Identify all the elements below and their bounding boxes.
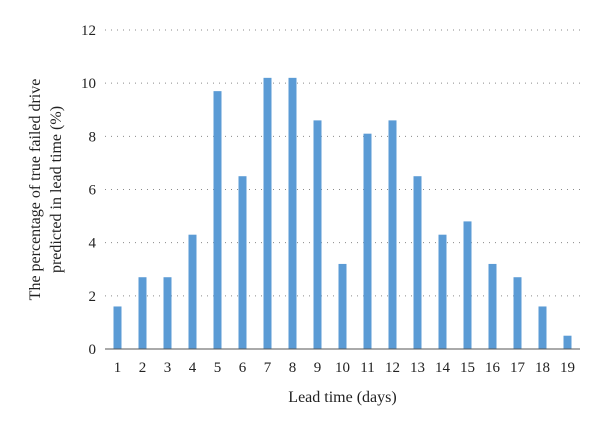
bar [363,133,372,349]
gridlines [105,29,580,297]
x-tick-label: 13 [410,360,425,376]
x-tick-label: 5 [214,360,222,376]
bar [388,120,397,349]
y-tick-label: 6 [89,183,97,199]
y-tick-labels: 0 2 4 6 8 10 12 [81,23,97,358]
bar [163,277,172,349]
bar [338,263,347,349]
x-tick-label: 4 [189,360,197,376]
x-tick-label: 15 [460,360,475,376]
y-axis-title: The percentage of true failed drive pred… [27,79,65,301]
x-tick-label: 3 [164,360,172,376]
y-axis-title-line-2: predicted in lead time (%) [48,106,65,273]
y-tick-label: 10 [81,76,96,92]
bar [113,306,122,349]
y-axis-title-line-1: The percentage of true failed drive [27,79,44,301]
x-tick-label: 7 [264,360,272,376]
bar [138,277,147,349]
x-axis-title: Lead time (days) [288,389,396,406]
x-tick-label: 11 [360,360,374,376]
bar [538,306,547,349]
x-tick-label: 10 [335,360,350,376]
y-tick-label: 12 [81,23,96,39]
bar [313,120,322,349]
bar [213,91,222,350]
x-tick-label: 2 [139,360,147,376]
y-tick-label: 2 [89,289,97,305]
x-tick-label: 19 [560,360,575,376]
x-tick-label: 1 [114,360,122,376]
x-tick-label: 6 [239,360,247,376]
x-tick-label: 8 [289,360,297,376]
bars [113,77,572,350]
bar [463,221,472,349]
bar [238,176,247,349]
bar [488,263,497,349]
x-tick-label: 12 [385,360,400,376]
x-tick-label: 17 [510,360,526,376]
x-tick-labels: 1 2 3 4 5 6 7 8 9 10 11 12 13 14 15 16 17 18 19 [114,360,575,376]
y-tick-label: 0 [89,342,97,358]
bar [438,234,447,349]
bar [263,77,272,349]
y-tick-label: 4 [89,236,97,252]
x-tick-label: 16 [485,360,501,376]
bar [513,277,522,349]
bar [188,234,197,349]
y-tick-label: 8 [89,129,97,145]
bar [413,176,422,349]
x-tick-label: 18 [535,360,550,376]
bar [288,77,297,349]
x-tick-label: 14 [435,360,451,376]
x-tick-label: 9 [314,360,322,376]
bar [563,335,572,349]
